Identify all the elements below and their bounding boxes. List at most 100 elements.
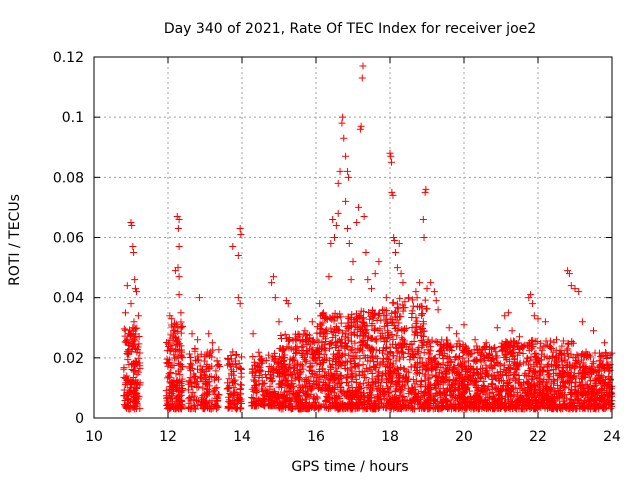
data-point xyxy=(171,347,179,355)
data-point xyxy=(445,341,453,349)
data-point xyxy=(297,361,305,369)
data-point xyxy=(328,360,336,368)
data-point xyxy=(278,345,286,353)
data-point xyxy=(499,346,507,354)
data-point xyxy=(461,346,469,354)
data-point xyxy=(278,368,286,376)
data-point xyxy=(419,324,427,332)
data-point xyxy=(177,329,185,337)
data-point xyxy=(424,398,432,406)
data-point xyxy=(133,348,141,356)
data-point xyxy=(432,385,440,393)
data-point xyxy=(351,339,359,347)
data-point xyxy=(296,399,304,407)
data-point xyxy=(400,365,408,373)
data-point xyxy=(436,380,444,388)
data-point xyxy=(447,358,455,366)
data-point xyxy=(226,398,234,406)
data-point xyxy=(511,366,519,374)
data-point xyxy=(134,379,142,387)
data-point xyxy=(169,341,177,349)
data-point xyxy=(320,400,328,408)
data-point xyxy=(433,390,441,398)
data-point xyxy=(398,334,406,342)
data-point xyxy=(133,370,141,378)
data-point xyxy=(524,354,532,362)
data-point xyxy=(295,331,303,339)
data-point xyxy=(436,341,444,349)
data-point xyxy=(384,327,392,335)
data-point xyxy=(291,375,299,383)
data-point xyxy=(337,319,345,327)
data-point xyxy=(552,361,560,369)
data-point xyxy=(603,355,611,363)
data-point xyxy=(313,336,321,344)
data-point xyxy=(176,371,184,379)
data-point xyxy=(331,376,339,384)
data-point xyxy=(502,404,510,412)
data-point xyxy=(169,332,177,340)
data-point xyxy=(176,402,184,410)
data-point xyxy=(374,326,382,334)
data-point xyxy=(403,377,411,385)
data-point xyxy=(185,350,193,358)
data-point xyxy=(409,296,417,304)
data-point xyxy=(251,401,259,409)
data-point xyxy=(318,326,326,334)
data-point xyxy=(121,309,129,317)
data-point xyxy=(238,353,246,361)
data-point xyxy=(601,339,609,347)
data-point xyxy=(394,365,402,373)
data-point xyxy=(477,349,485,357)
data-point xyxy=(565,362,573,370)
data-point xyxy=(474,405,482,413)
data-point xyxy=(554,371,562,379)
data-point xyxy=(442,391,450,399)
data-point xyxy=(136,405,144,413)
data-point xyxy=(493,324,501,332)
data-point xyxy=(530,312,538,320)
data-point xyxy=(442,395,450,403)
data-point xyxy=(339,113,347,121)
data-point xyxy=(360,379,368,387)
data-point xyxy=(275,383,283,391)
data-point xyxy=(460,395,468,403)
data-point xyxy=(124,399,132,407)
data-point xyxy=(546,385,554,393)
data-point xyxy=(327,324,335,332)
data-point xyxy=(444,403,452,411)
data-point xyxy=(602,387,610,395)
data-point xyxy=(412,324,420,332)
data-point xyxy=(328,315,336,323)
data-point xyxy=(392,249,400,257)
data-point xyxy=(515,339,523,347)
data-point xyxy=(123,335,131,343)
data-point xyxy=(350,328,358,336)
data-point xyxy=(434,306,442,314)
data-point xyxy=(504,371,512,379)
data-point xyxy=(214,362,222,370)
data-point xyxy=(381,322,389,330)
data-point xyxy=(283,377,291,385)
data-point xyxy=(501,393,509,401)
data-point xyxy=(327,240,335,248)
data-point xyxy=(584,369,592,377)
data-point xyxy=(480,344,488,352)
data-point xyxy=(415,404,423,412)
data-point xyxy=(307,373,315,381)
data-point xyxy=(342,340,350,348)
data-point xyxy=(416,279,424,287)
data-point xyxy=(434,359,442,367)
data-point xyxy=(298,400,305,408)
data-point xyxy=(409,302,417,310)
data-point xyxy=(134,312,142,320)
data-point xyxy=(551,357,559,365)
data-point xyxy=(440,375,448,383)
data-point xyxy=(471,381,479,389)
data-point xyxy=(563,358,571,366)
data-point xyxy=(314,348,322,356)
data-point xyxy=(447,396,455,404)
data-point xyxy=(452,352,460,360)
data-point xyxy=(133,383,141,391)
data-point xyxy=(372,335,380,343)
